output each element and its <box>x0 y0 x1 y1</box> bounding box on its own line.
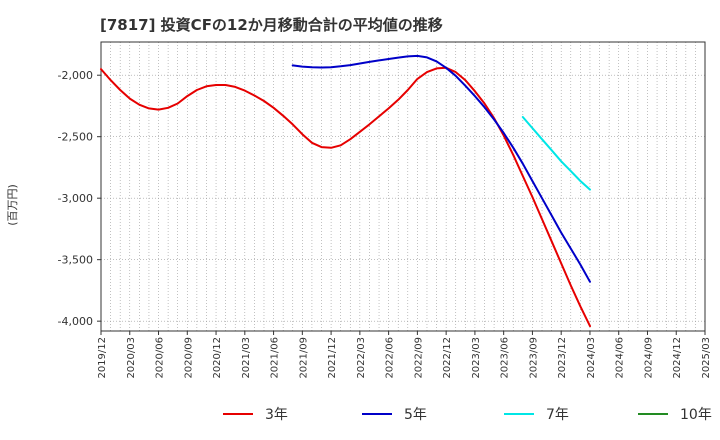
y-tick-label: -2,500 <box>58 131 93 144</box>
legend: 3年 5年 7年 10年 <box>223 407 712 423</box>
x-tick-label: 2021/06 <box>270 337 281 379</box>
series-line-5年 <box>291 54 591 283</box>
x-tick-label: 2024/06 <box>615 337 626 379</box>
chart-title: [7817] 投資CFの12か月移動合計の平均値の推移 <box>100 16 443 34</box>
x-tick-label: 2022/06 <box>385 337 396 379</box>
x-tick-label: 2023/06 <box>500 337 511 379</box>
y-tick-label: -2,000 <box>58 69 93 82</box>
series-lines <box>100 54 591 328</box>
x-tick-label: 2023/03 <box>471 337 482 379</box>
x-tick-label: 2024/03 <box>586 337 597 379</box>
x-tick-label: 2022/03 <box>356 337 367 379</box>
x-tick-label: 2020/03 <box>126 337 137 379</box>
x-tick-label: 2021/03 <box>241 337 252 379</box>
grid <box>100 42 706 331</box>
y-ticks: -2,000 -2,500 -3,000 -3,500 -4,000 <box>58 69 101 328</box>
x-tick-label: 2024/12 <box>672 337 683 379</box>
x-tick-label: 2022/09 <box>413 337 424 379</box>
y-tick-label: -3,500 <box>58 254 93 267</box>
x-tick-label: 2020/09 <box>183 337 194 379</box>
x-tick-label: 2020/12 <box>212 337 223 379</box>
x-tick-label: 2019/12 <box>97 337 108 379</box>
y-tick-label: -3,000 <box>58 192 93 205</box>
x-tick-label: 2022/12 <box>442 337 453 379</box>
x-tick-label: 2020/06 <box>155 337 166 379</box>
legend-label-10年: 10年 <box>680 407 712 423</box>
y-tick-label: -4,000 <box>58 315 93 328</box>
series-line-3年 <box>100 66 591 328</box>
x-tick-label: 2023/09 <box>528 337 539 379</box>
series-line-7年 <box>521 116 591 191</box>
legend-label-3年: 3年 <box>265 407 288 423</box>
x-tick-label: 2024/09 <box>643 337 654 379</box>
plot-frame <box>100 41 706 332</box>
x-tick-label: 2021/12 <box>327 337 338 379</box>
x-tick-label: 2021/09 <box>298 337 309 379</box>
legend-label-7年: 7年 <box>546 407 569 423</box>
legend-label-5年: 5年 <box>404 407 427 423</box>
x-tick-label: 2025/03 <box>701 337 712 379</box>
x-tick-label: 2023/12 <box>557 337 568 379</box>
x-ticks: 2019/12 2020/03 2020/06 2020/09 2020/12 2021/… <box>97 331 712 379</box>
